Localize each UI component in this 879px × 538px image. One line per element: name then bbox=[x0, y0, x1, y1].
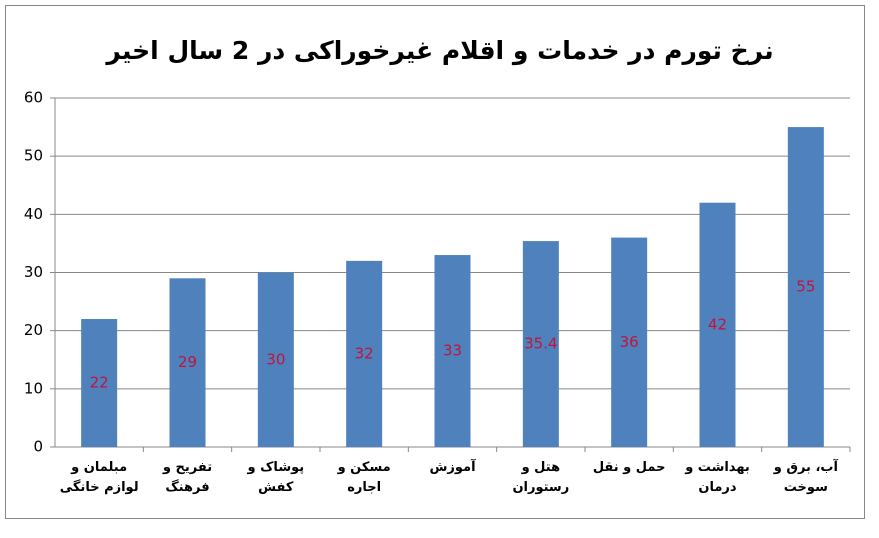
x-tick-label: پوشاک و کفش bbox=[247, 460, 305, 495]
bar bbox=[346, 260, 383, 447]
y-tick-label: 30 bbox=[24, 263, 43, 281]
x-tick-label: بهداشت و درمان bbox=[685, 460, 750, 495]
x-tick-label: آب، برق و سوخت bbox=[773, 460, 838, 495]
x-tick-label: آموزش bbox=[429, 460, 476, 475]
y-tick-label: 50 bbox=[24, 147, 43, 165]
y-tick-label: 40 bbox=[24, 205, 43, 223]
data-label: 32 bbox=[355, 344, 374, 362]
chart-frame bbox=[5, 5, 865, 519]
data-label: 33 bbox=[443, 342, 462, 360]
data-label: 55 bbox=[796, 278, 815, 296]
data-label: 22 bbox=[90, 374, 109, 392]
y-tick-label: 20 bbox=[24, 321, 43, 339]
bar bbox=[611, 237, 648, 447]
bar bbox=[699, 202, 736, 447]
x-tick-label: هتل و رستوران bbox=[512, 460, 570, 495]
data-label: 30 bbox=[266, 350, 285, 368]
bar bbox=[434, 255, 471, 447]
bar bbox=[787, 127, 824, 447]
data-label: 35.4 bbox=[524, 335, 557, 353]
x-tick-label: مبلمان و لوازم خانگی bbox=[59, 460, 139, 495]
y-tick-label: 0 bbox=[33, 438, 43, 456]
data-label: 29 bbox=[178, 353, 197, 371]
data-label: 42 bbox=[708, 315, 727, 333]
x-tick-label: مسکن و اجاره bbox=[337, 460, 391, 495]
chart-title: نرخ تورم در خدمات و اقلام غیرخوراکی در 2… bbox=[104, 36, 773, 66]
bar bbox=[169, 278, 206, 447]
bar bbox=[257, 272, 294, 447]
y-tick-label: 10 bbox=[24, 379, 43, 397]
data-label: 36 bbox=[620, 333, 639, 351]
bar bbox=[522, 241, 559, 447]
x-tick-label: حمل و نقل bbox=[592, 460, 666, 475]
bar bbox=[81, 319, 118, 447]
y-tick-label: 60 bbox=[24, 89, 43, 107]
x-tick-label: تفریح و فرهنگ bbox=[162, 460, 213, 495]
